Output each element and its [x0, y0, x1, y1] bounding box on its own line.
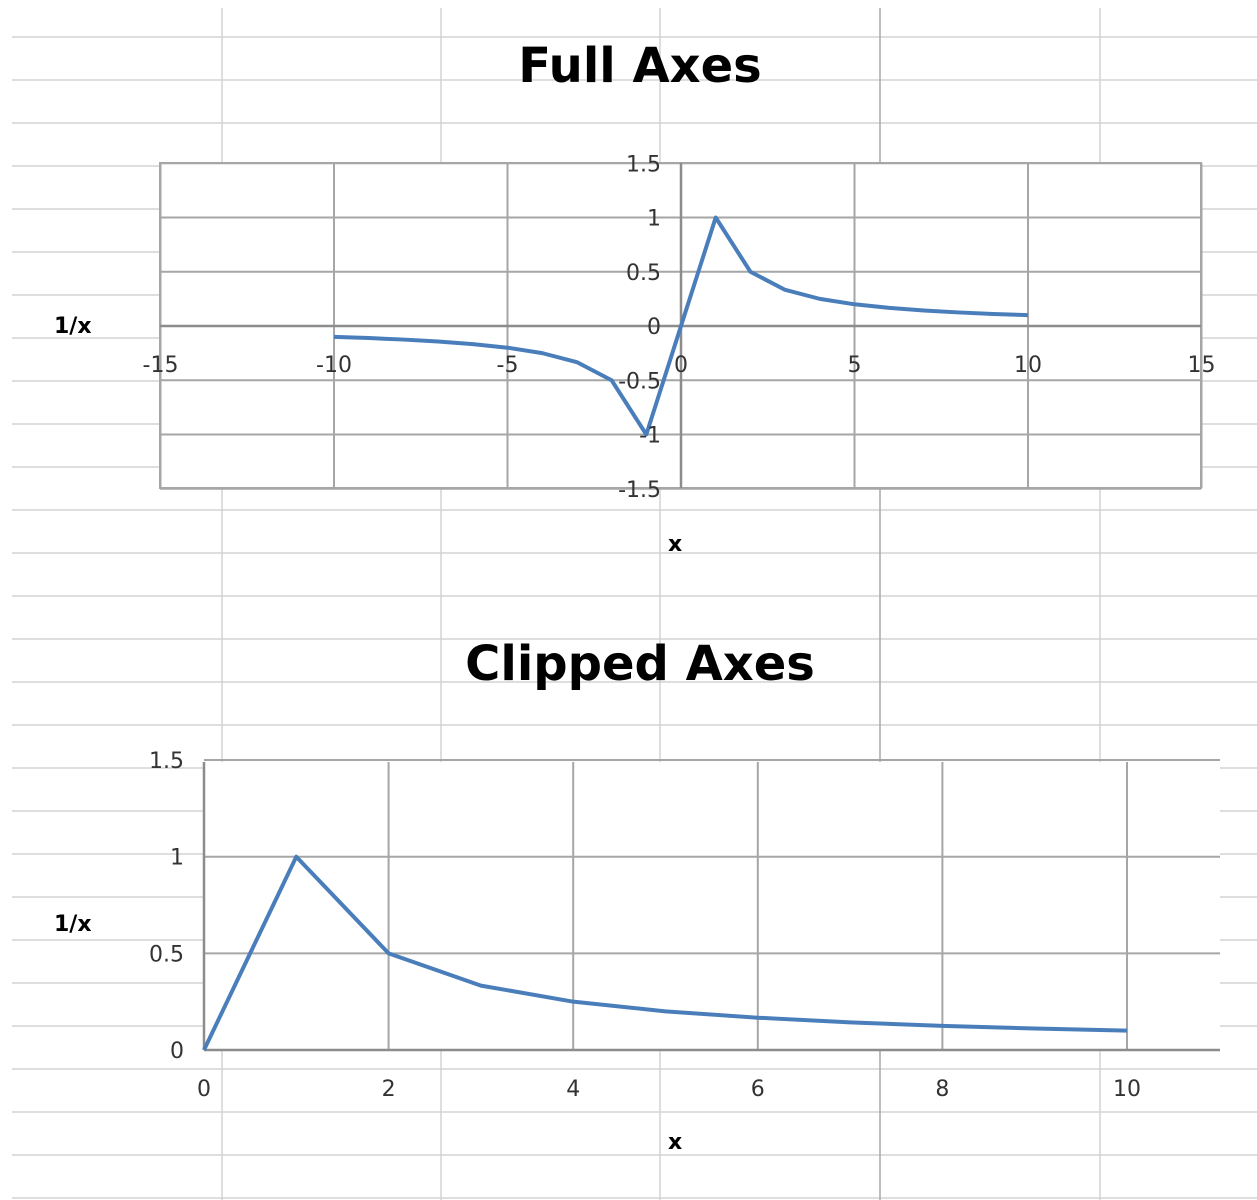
y-tick-label: 1.5 — [626, 152, 661, 177]
x-tick-label: 8 — [935, 1077, 949, 1102]
x-tick-label: 0 — [197, 1077, 211, 1102]
x-tick-label: 4 — [566, 1077, 580, 1102]
y-tick-label: -1.5 — [618, 478, 661, 503]
y-tick-label: 1.5 — [149, 749, 184, 774]
y-tick-label: 0.5 — [626, 261, 661, 286]
x-axis-title: x — [668, 532, 683, 557]
y-tick-label: 0 — [647, 315, 661, 340]
x-tick-label: 0 — [674, 353, 688, 378]
x-tick-label: 2 — [382, 1077, 396, 1102]
y-axis-title: 1/x — [54, 314, 92, 339]
chart-title: Clipped Axes — [465, 636, 815, 692]
x-tick-label: 10 — [1014, 353, 1042, 378]
x-tick-label: 6 — [751, 1077, 765, 1102]
series-line — [202, 854, 1128, 1051]
plot-background — [204, 762, 1220, 1050]
y-tick-label: -0.5 — [618, 369, 661, 394]
y-tick-label: 1 — [170, 846, 184, 871]
x-tick-label: 15 — [1188, 353, 1216, 378]
x-tick-label: -10 — [316, 353, 352, 378]
y-axis-title: 1/x — [54, 912, 92, 937]
x-tick-label: 10 — [1113, 1077, 1141, 1102]
series-line — [333, 215, 1029, 437]
y-tick-label: 1 — [647, 207, 661, 232]
x-axis-title: x — [668, 1130, 683, 1155]
y-tick-label: 0.5 — [149, 942, 184, 967]
x-tick-label: -15 — [143, 353, 179, 378]
y-tick-label: 0 — [170, 1039, 184, 1064]
x-tick-label: 5 — [848, 353, 862, 378]
chart-title: Full Axes — [518, 38, 762, 94]
x-tick-label: -5 — [497, 353, 519, 378]
y-tick-label: -1 — [639, 424, 661, 449]
